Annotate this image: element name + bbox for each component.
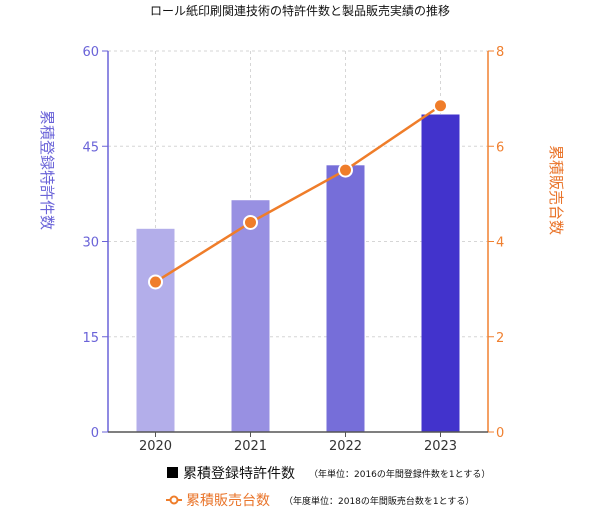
bar-series — [136, 114, 460, 433]
sales-line — [154, 104, 442, 284]
right-tick-label: 8 — [496, 45, 504, 60]
chart-title: ロール紙印刷関連技術の特許件数と製品販売実績の推移 — [150, 3, 450, 18]
right-axis-label: 累積販売台数 — [547, 145, 565, 235]
sales-point-2023 — [433, 98, 448, 114]
sales-point-2022 — [338, 162, 353, 178]
legend-item-patents[interactable]: 累積登録特許件数 （年単位：2016の年間登録件数を1とする） — [167, 466, 490, 482]
tick-labels: 0 15 30 45 60 0 2 4 6 8 2020 2021 2022 2023 — [82, 45, 504, 454]
left-tick-label: 60 — [82, 45, 99, 60]
right-tick-label: 4 — [496, 236, 504, 251]
left-tick-label: 45 — [82, 140, 99, 155]
left-axis-label: 累積登録特許件数 — [38, 110, 56, 230]
legend-note-sales: （年度単位：2018の年間販売台数を1とする） — [284, 495, 474, 507]
x-tick-label: 2020 — [139, 439, 172, 454]
x-tick-label: 2021 — [234, 439, 267, 454]
right-tick-label: 6 — [496, 140, 504, 155]
legend-label-sales: 累積販売台数 — [186, 493, 270, 509]
legend-square-icon — [167, 467, 178, 478]
right-tick-label: 2 — [496, 331, 504, 346]
bar-2021 — [231, 200, 270, 432]
bar-2022 — [326, 165, 365, 433]
bar-2023 — [421, 114, 460, 432]
legend-item-sales[interactable]: 累積販売台数 （年度単位：2018の年間販売台数を1とする） — [166, 493, 474, 509]
bar-2020 — [136, 228, 175, 432]
line-series — [148, 98, 448, 290]
left-tick-label: 0 — [91, 426, 99, 441]
legend-circle-icon — [169, 495, 179, 505]
legend: 累積登録特許件数 （年単位：2016の年間登録件数を1とする） 累積販売台数 （… — [166, 466, 490, 509]
left-tick-label: 30 — [82, 236, 99, 251]
legend-label-patents: 累積登録特許件数 — [183, 466, 295, 482]
axes — [102, 50, 494, 437]
legend-note-patents: （年単位：2016の年間登録件数を1とする） — [309, 468, 490, 480]
sales-point-2021 — [243, 214, 258, 230]
right-tick-label: 0 — [496, 426, 504, 441]
x-tick-label: 2023 — [424, 439, 457, 454]
sales-point-2020 — [148, 274, 163, 290]
left-tick-label: 15 — [82, 331, 99, 346]
x-tick-label: 2022 — [329, 439, 362, 454]
